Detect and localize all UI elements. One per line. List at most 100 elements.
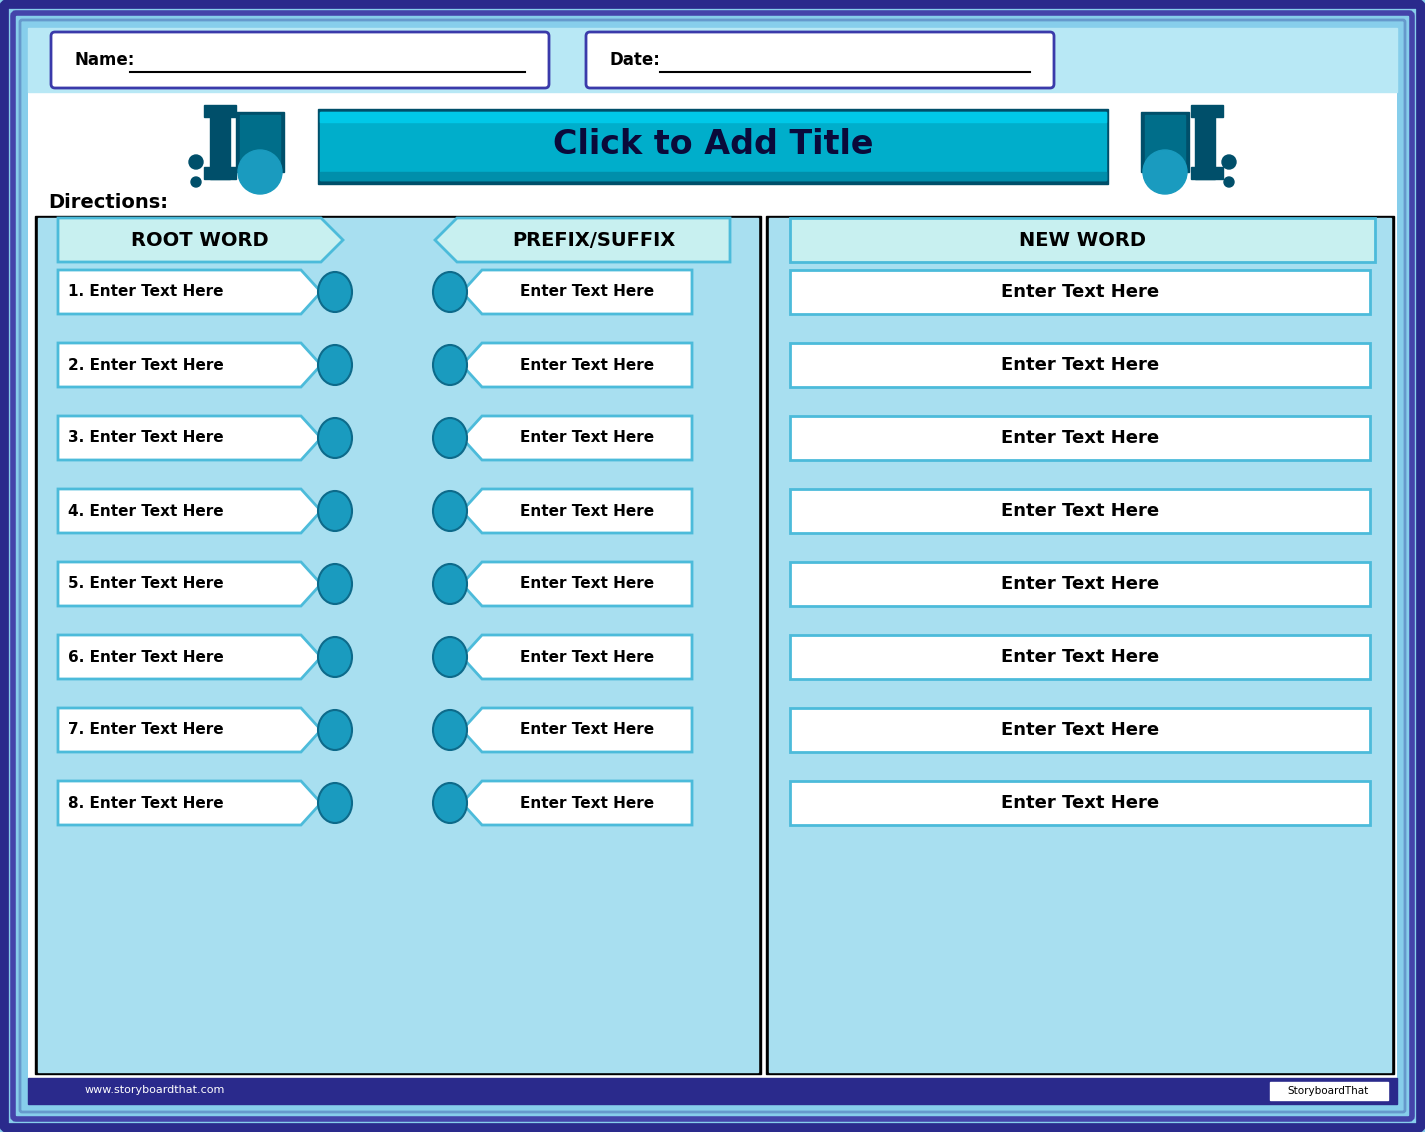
Ellipse shape <box>318 345 352 385</box>
Circle shape <box>191 177 201 187</box>
Ellipse shape <box>433 272 467 312</box>
Text: Enter Text Here: Enter Text Here <box>520 650 654 664</box>
Bar <box>204 168 237 179</box>
Text: StoryboardThat: StoryboardThat <box>1287 1086 1368 1096</box>
Circle shape <box>190 155 202 169</box>
Text: 2. Enter Text Here: 2. Enter Text Here <box>68 358 224 372</box>
Bar <box>38 218 758 1072</box>
Ellipse shape <box>318 710 352 751</box>
Ellipse shape <box>433 345 467 385</box>
Ellipse shape <box>433 710 467 751</box>
Ellipse shape <box>318 637 352 677</box>
Circle shape <box>1149 156 1181 188</box>
Ellipse shape <box>433 637 467 677</box>
FancyBboxPatch shape <box>789 415 1369 460</box>
Text: Enter Text Here: Enter Text Here <box>1000 575 1159 593</box>
Ellipse shape <box>433 418 467 458</box>
FancyBboxPatch shape <box>789 635 1369 679</box>
FancyBboxPatch shape <box>789 561 1369 606</box>
Bar <box>28 28 1396 92</box>
Polygon shape <box>462 708 693 752</box>
Bar <box>1270 1082 1388 1100</box>
FancyBboxPatch shape <box>51 32 549 88</box>
Polygon shape <box>58 271 321 314</box>
Polygon shape <box>58 708 321 752</box>
Bar <box>1191 168 1223 179</box>
Ellipse shape <box>318 783 352 823</box>
Polygon shape <box>58 781 321 825</box>
Text: Enter Text Here: Enter Text Here <box>1000 721 1159 739</box>
Bar <box>321 112 1106 180</box>
Text: Enter Text Here: Enter Text Here <box>1000 501 1159 520</box>
Text: 8. Enter Text Here: 8. Enter Text Here <box>68 796 224 811</box>
Text: www.storyboardthat.com: www.storyboardthat.com <box>86 1084 225 1095</box>
Circle shape <box>1224 177 1234 187</box>
Ellipse shape <box>318 491 352 531</box>
FancyBboxPatch shape <box>789 708 1369 752</box>
Text: PREFIX/SUFFIX: PREFIX/SUFFIX <box>512 231 675 249</box>
Polygon shape <box>462 415 693 460</box>
Text: Name:: Name: <box>76 51 135 69</box>
Polygon shape <box>462 343 693 387</box>
Circle shape <box>1223 155 1235 169</box>
Polygon shape <box>58 343 321 387</box>
Ellipse shape <box>433 783 467 823</box>
FancyBboxPatch shape <box>789 271 1369 314</box>
Ellipse shape <box>433 491 467 531</box>
Polygon shape <box>435 218 730 261</box>
Text: 7. Enter Text Here: 7. Enter Text Here <box>68 722 224 738</box>
Polygon shape <box>58 561 321 606</box>
Text: Enter Text Here: Enter Text Here <box>1000 355 1159 374</box>
Text: Click to Add Title: Click to Add Title <box>553 128 874 161</box>
Text: 1. Enter Text Here: 1. Enter Text Here <box>68 284 224 300</box>
Polygon shape <box>462 781 693 825</box>
Bar <box>321 172 1106 180</box>
Text: Enter Text Here: Enter Text Here <box>1000 429 1159 447</box>
Text: Enter Text Here: Enter Text Here <box>520 284 654 300</box>
Text: Enter Text Here: Enter Text Here <box>520 358 654 372</box>
Polygon shape <box>58 415 321 460</box>
Text: 3. Enter Text Here: 3. Enter Text Here <box>68 430 224 446</box>
Text: Enter Text Here: Enter Text Here <box>520 796 654 811</box>
Text: NEW WORD: NEW WORD <box>1019 231 1146 249</box>
FancyBboxPatch shape <box>789 218 1375 261</box>
FancyBboxPatch shape <box>789 489 1369 533</box>
Bar <box>209 108 229 179</box>
Ellipse shape <box>318 564 352 604</box>
Ellipse shape <box>318 418 352 458</box>
Bar <box>770 218 1391 1072</box>
Bar <box>1191 105 1223 117</box>
Polygon shape <box>462 489 693 533</box>
Ellipse shape <box>318 272 352 312</box>
Circle shape <box>1143 151 1187 194</box>
Text: Enter Text Here: Enter Text Here <box>520 430 654 446</box>
Polygon shape <box>58 489 321 533</box>
Bar <box>36 216 761 1074</box>
Text: Date:: Date: <box>610 51 661 69</box>
Circle shape <box>238 151 282 194</box>
Bar <box>1141 112 1188 172</box>
Bar <box>1196 108 1216 179</box>
Text: ROOT WORD: ROOT WORD <box>131 231 268 249</box>
Polygon shape <box>462 561 693 606</box>
Bar <box>204 105 237 117</box>
Circle shape <box>244 156 276 188</box>
Text: Enter Text Here: Enter Text Here <box>520 504 654 518</box>
FancyBboxPatch shape <box>586 32 1054 88</box>
Text: 6. Enter Text Here: 6. Enter Text Here <box>68 650 224 664</box>
Bar <box>767 216 1394 1074</box>
Text: Enter Text Here: Enter Text Here <box>1000 283 1159 301</box>
Bar <box>1146 115 1186 169</box>
Bar <box>237 112 284 172</box>
Text: Enter Text Here: Enter Text Here <box>1000 794 1159 812</box>
FancyBboxPatch shape <box>789 781 1369 825</box>
Text: 4. Enter Text Here: 4. Enter Text Here <box>68 504 224 518</box>
Polygon shape <box>462 271 693 314</box>
Polygon shape <box>462 635 693 679</box>
Ellipse shape <box>433 564 467 604</box>
Polygon shape <box>58 218 343 261</box>
Text: Directions:: Directions: <box>48 192 168 212</box>
Bar <box>239 115 279 169</box>
Bar <box>318 109 1109 185</box>
FancyBboxPatch shape <box>789 343 1369 387</box>
